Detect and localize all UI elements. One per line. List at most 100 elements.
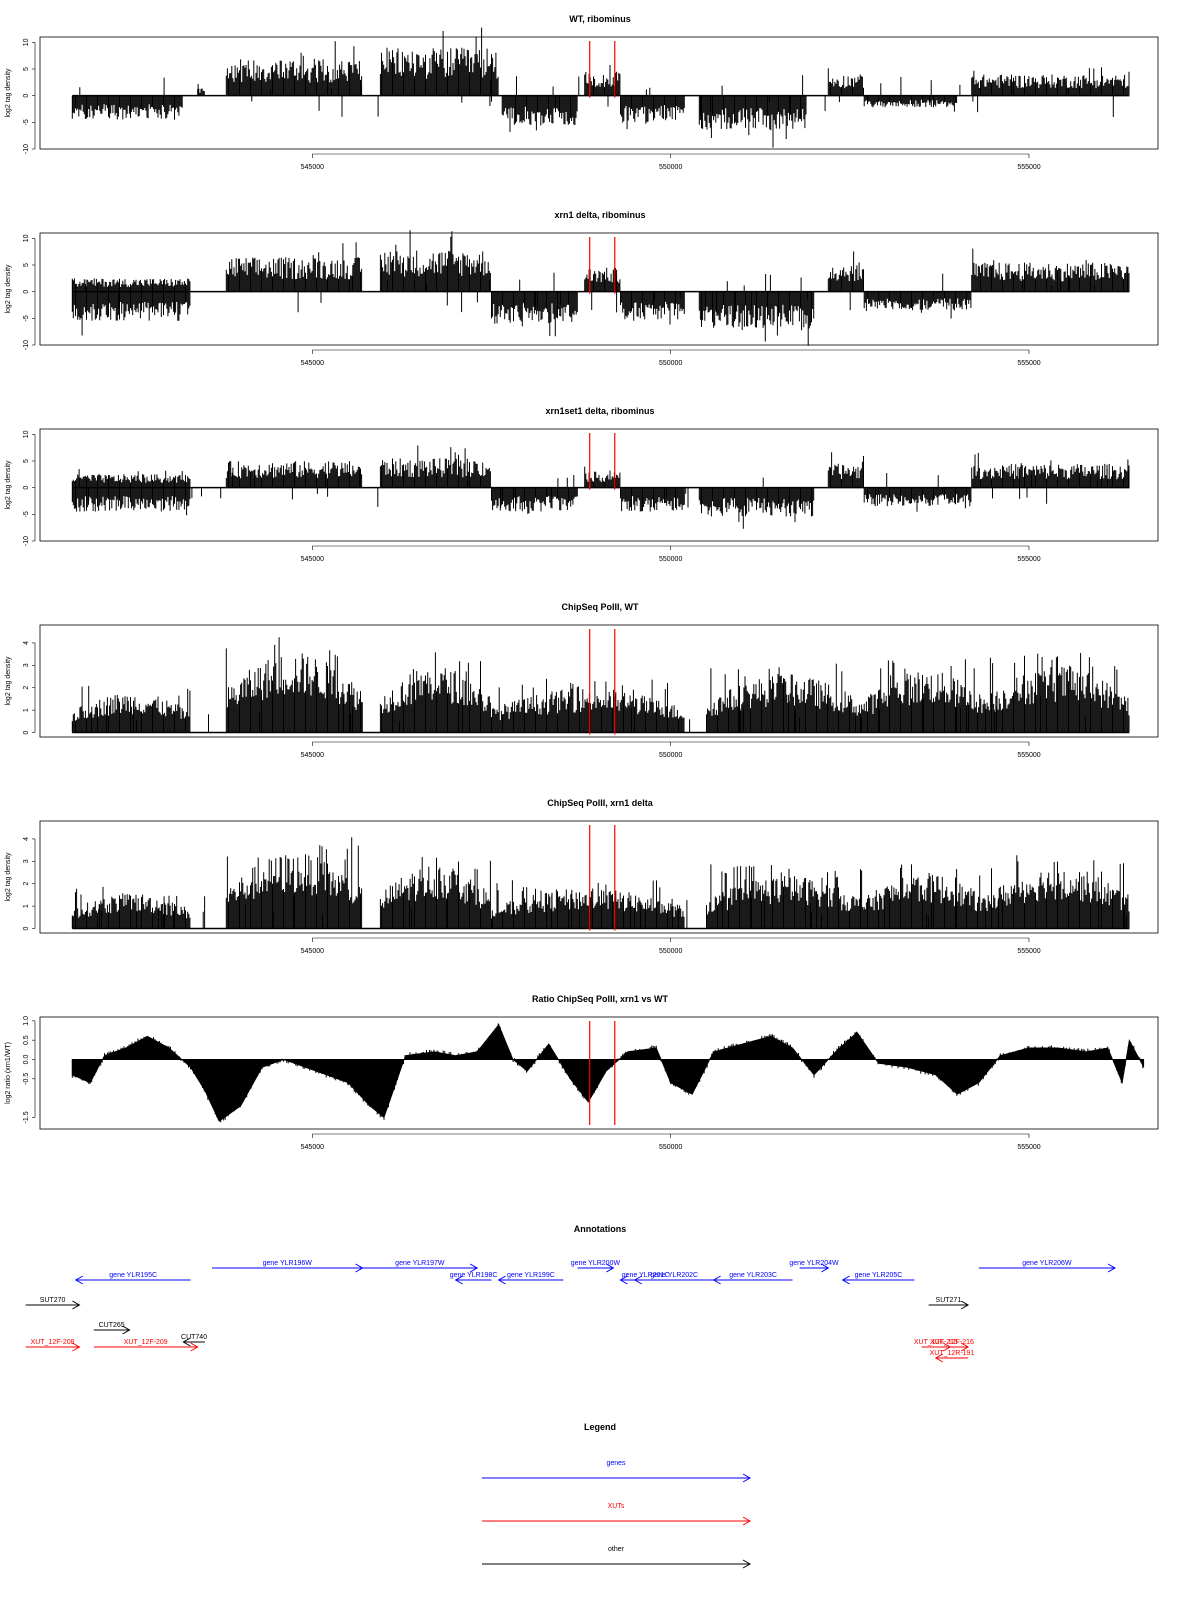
ratio-bars [71, 1023, 1144, 1123]
feature-label: gene YLR205C [855, 1272, 903, 1279]
x-tick-label: 550000 [659, 1144, 682, 1151]
gene-annotation: gene YLR203C [712, 1272, 793, 1285]
plot-frame [39, 36, 1159, 150]
feature-label: CUT740 [181, 1334, 207, 1341]
y-tick-label: 0.5 [23, 1035, 30, 1045]
plot-frame [39, 624, 1159, 738]
y-axis-label: log2 tag density [5, 68, 12, 118]
arrow-left-icon [633, 1275, 643, 1285]
arrow-right-icon [72, 1300, 81, 1310]
arrow-right-icon [1107, 1263, 1117, 1273]
track-panel: WT, ribominus -10 -5 0 5 10 log2 tag density 54… [5, 14, 1159, 171]
arrow-right-icon [742, 1559, 752, 1569]
y-tick-label: 5 [23, 459, 30, 463]
plot-frame [39, 1016, 1159, 1130]
other-annotation: SUT271 [928, 1297, 970, 1310]
legend-panel: Legend genes XUTs other [482, 1422, 752, 1569]
arrow-right-icon [122, 1325, 131, 1335]
gene-annotation: gene YLR199C [497, 1272, 564, 1285]
x-tick-label: 550000 [659, 752, 682, 759]
x-tick-label: 555000 [1017, 360, 1040, 367]
legend-item-gene: genes [482, 1460, 752, 1483]
feature-label: SUT271 [936, 1297, 962, 1304]
gene-annotation: gene YLR205C [841, 1272, 915, 1285]
legend-label: other [608, 1546, 625, 1553]
arrow-left-icon [182, 1337, 191, 1347]
track-panel: xrn1set1 delta, ribominus -10 -5 0 5 10 log2 t… [5, 406, 1159, 563]
arrow-left-icon [74, 1275, 84, 1285]
plot-frame [39, 820, 1159, 934]
feature-label: gene YLR199C [507, 1272, 555, 1279]
gene-annotation: gene YLR202C [633, 1272, 714, 1285]
y-tick-label: -1.5 [23, 1111, 30, 1123]
feature-label: XUT_12R-191 [930, 1350, 975, 1357]
x-tick-label: 550000 [659, 556, 682, 563]
y-tick-label: -10 [23, 340, 30, 350]
y-tick-label: 5 [23, 67, 30, 71]
annotations-title: Annotations [574, 1224, 627, 1234]
track-panel: ChipSeq PolII, WT 0 1 2 3 4 log2 tag density 54… [5, 602, 1159, 759]
gene-annotation: gene YLR195C [74, 1272, 191, 1285]
feature-label: XUT_12F-208 [31, 1339, 75, 1346]
arrow-right-icon [469, 1263, 479, 1273]
y-tick-label: 10 [23, 234, 30, 242]
legend-label: genes [606, 1460, 626, 1467]
y-tick-label: 4 [23, 837, 30, 841]
x-tick-label: 545000 [301, 556, 324, 563]
y-axis-label: log2 tag density [5, 656, 12, 706]
arrow-right-icon [606, 1263, 615, 1273]
y-tick-label: 10 [23, 430, 30, 438]
plot-frame [39, 428, 1159, 542]
gene-annotation: gene YLR200W [571, 1260, 621, 1273]
feature-label: gene YLR197W [395, 1260, 445, 1267]
arrow-right-icon [742, 1516, 752, 1526]
y-tick-label: 5 [23, 263, 30, 267]
feature-label: gene YLR200W [571, 1260, 621, 1267]
track-panel: Ratio ChipSeq PolII, xrn1 vs WT -1.5 -0.5 0… [5, 994, 1159, 1151]
arrow-right-icon [821, 1263, 830, 1273]
arrow-left-icon [497, 1275, 506, 1285]
feature-label: SUT270 [40, 1297, 66, 1304]
legend-item-other: other [482, 1546, 752, 1569]
feature-label: gene YLR195C [109, 1272, 157, 1279]
arrow-left-icon [712, 1275, 721, 1285]
signal-bars [71, 637, 1130, 733]
y-axis-label: log2 ratio (xrn1/WT) [5, 1042, 12, 1104]
arrow-right-icon [190, 1342, 199, 1352]
feature-label: gene YLR202C [650, 1272, 698, 1279]
y-tick-label: -5 [23, 315, 30, 321]
arrow-left-icon [619, 1275, 628, 1285]
arrow-right-icon [960, 1342, 970, 1352]
y-tick-label: 1 [23, 708, 30, 712]
panel-title: xrn1 delta, ribominus [554, 210, 645, 220]
other-annotation: SUT270 [25, 1297, 81, 1310]
signal-bars [71, 837, 1130, 929]
y-tick-label: -5 [23, 511, 30, 517]
feature-label: XUT_12F-209 [124, 1339, 168, 1346]
other-annotation: CUT740 [181, 1334, 207, 1347]
legend-item-xut: XUTs [482, 1503, 752, 1526]
feature-label: gene YLR196W [263, 1260, 313, 1267]
signal-bars [71, 445, 1130, 529]
panel-title: ChipSeq PolII, WT [562, 602, 639, 612]
xut-annotation: XUT_12F-209 [93, 1339, 199, 1352]
x-tick-label: 555000 [1017, 164, 1040, 171]
y-tick-label: 0 [23, 730, 30, 734]
y-tick-label: 2 [23, 686, 30, 690]
signal-bars [71, 230, 1130, 346]
feature-label: gene YLR201C [622, 1272, 670, 1279]
arrow-right-icon [742, 1473, 752, 1483]
panel-title: Ratio ChipSeq PolII, xrn1 vs WT [532, 994, 669, 1004]
legend-label: XUTs [608, 1503, 625, 1510]
gene-annotation: gene YLR197W [362, 1260, 479, 1273]
y-tick-label: 1 [23, 904, 30, 908]
x-tick-label: 545000 [301, 948, 324, 955]
y-axis-label: log2 tag density [5, 460, 12, 510]
feature-label: XUT_12F-216 [930, 1339, 974, 1346]
y-tick-label: -5 [23, 119, 30, 125]
y-tick-label: 0 [23, 486, 30, 490]
y-tick-label: 0.0 [23, 1055, 30, 1065]
y-tick-label: 3 [23, 859, 30, 863]
